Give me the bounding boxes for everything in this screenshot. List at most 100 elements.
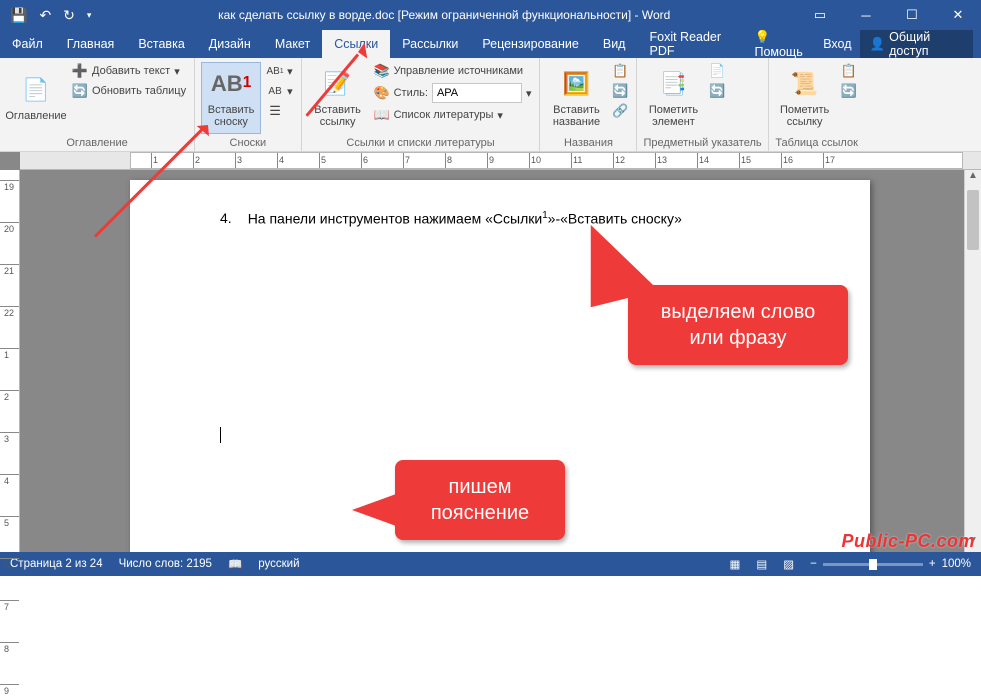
add-text-label: Добавить текст bbox=[92, 65, 170, 77]
footnote-icon: AB1 bbox=[215, 68, 247, 100]
tab-file[interactable]: Файл bbox=[0, 30, 55, 58]
spellcheck-icon[interactable]: 📖 bbox=[228, 557, 242, 571]
group-index: 📑 Пометить элемент 📄 🔄 Предметный указат… bbox=[637, 58, 768, 151]
tab-foxit[interactable]: Foxit Reader PDF bbox=[637, 30, 754, 58]
tof-icon: 📋 bbox=[612, 63, 628, 79]
group-index-label: Предметный указатель bbox=[643, 135, 761, 149]
mark-citation-button[interactable]: 📜 Пометить ссылку bbox=[775, 62, 835, 134]
page-status[interactable]: Страница 2 из 24 bbox=[10, 558, 103, 570]
tab-design[interactable]: Дизайн bbox=[197, 30, 263, 58]
close-icon[interactable]: ✕ bbox=[935, 0, 981, 30]
mark-entry-label: Пометить элемент bbox=[643, 104, 703, 128]
insert-toa-button[interactable]: 📋 bbox=[839, 62, 859, 80]
save-icon[interactable]: 💾 bbox=[10, 7, 27, 24]
manage-sources-button[interactable]: 📚Управление источниками bbox=[372, 62, 534, 80]
insert-citation-button[interactable]: 📝 Вставить ссылку bbox=[308, 62, 368, 134]
text-cursor bbox=[220, 427, 221, 443]
caption-icon: 🖼️ bbox=[560, 68, 592, 100]
vertical-ruler[interactable]: 19202122123456789 bbox=[0, 170, 20, 552]
share-button[interactable]: 👤 Общий доступ bbox=[860, 30, 973, 58]
next-footnote-button[interactable]: AB▾ bbox=[265, 82, 295, 100]
table-figures-button[interactable]: 📋 bbox=[610, 62, 630, 80]
citation-style-row: 🎨 Стиль: ▾ bbox=[372, 82, 534, 104]
group-captions: 🖼️ Вставить название 📋 🔄 🔗 Названия bbox=[540, 58, 637, 151]
crossref-button[interactable]: 🔗 bbox=[610, 102, 630, 120]
zoom-value[interactable]: 100% bbox=[942, 558, 971, 570]
group-toc-label: Оглавление bbox=[6, 135, 188, 149]
insert-endnote-button[interactable]: AB1▾ bbox=[265, 62, 295, 80]
insert-index-button[interactable]: 📄 bbox=[707, 62, 727, 80]
group-toc: 📄 Оглавление ➕Добавить текст ▾ 🔄Обновить… bbox=[0, 58, 195, 151]
window-title: как сделать ссылку в ворде.doc [Режим ог… bbox=[91, 8, 797, 22]
zoom-control[interactable]: − + 100% bbox=[810, 558, 971, 570]
tab-home[interactable]: Главная bbox=[55, 30, 127, 58]
toa-icon: 📋 bbox=[841, 63, 857, 79]
callout-line: пояснение bbox=[417, 500, 543, 526]
citation-icon: 📝 bbox=[322, 68, 354, 100]
update-icon: 🔄 bbox=[72, 83, 88, 99]
update-index-button[interactable]: 🔄 bbox=[707, 82, 727, 100]
list-number: 4. bbox=[220, 210, 232, 227]
status-bar: Страница 2 из 24 Число слов: 2195 📖 русс… bbox=[0, 552, 981, 576]
undo-icon[interactable]: ↶ bbox=[39, 7, 51, 24]
help-icon[interactable]: 💡 Помощь bbox=[754, 30, 815, 59]
biblio-label: Список литературы bbox=[394, 109, 494, 121]
tab-mailings[interactable]: Рассылки bbox=[390, 30, 470, 58]
view-print-icon[interactable]: ▦ bbox=[730, 557, 741, 571]
word-count[interactable]: Число слов: 2195 bbox=[119, 558, 212, 570]
zoom-out-icon[interactable]: − bbox=[810, 558, 817, 570]
annotation-callout: выделяем слово или фразу bbox=[628, 285, 848, 365]
group-citations: 📝 Вставить ссылку 📚Управление источникам… bbox=[302, 58, 541, 151]
callout-tail bbox=[352, 490, 407, 530]
group-footnotes-label: Сноски bbox=[201, 135, 295, 149]
tab-layout[interactable]: Макет bbox=[263, 30, 322, 58]
next-footnote-icon: AB bbox=[267, 83, 283, 99]
update-tof-button[interactable]: 🔄 bbox=[610, 82, 630, 100]
mark-citation-label: Пометить ссылку bbox=[775, 104, 835, 128]
bibliography-button[interactable]: 📖Список литературы ▾ bbox=[372, 106, 534, 124]
update-toa-button[interactable]: 🔄 bbox=[839, 82, 859, 100]
scroll-thumb[interactable] bbox=[967, 190, 979, 250]
insert-caption-label: Вставить название bbox=[546, 104, 606, 128]
language-status[interactable]: русский bbox=[258, 558, 299, 570]
toc-label: Оглавление bbox=[5, 110, 66, 122]
zoom-in-icon[interactable]: + bbox=[929, 558, 936, 570]
mark-entry-icon: 📑 bbox=[657, 68, 689, 100]
tab-review[interactable]: Рецензирование bbox=[470, 30, 591, 58]
add-text-button[interactable]: ➕Добавить текст ▾ bbox=[70, 62, 188, 80]
tab-insert[interactable]: Вставка bbox=[126, 30, 196, 58]
view-web-icon[interactable]: ▨ bbox=[783, 557, 794, 571]
update-toc-button[interactable]: 🔄Обновить таблицу bbox=[70, 82, 188, 100]
toc-button[interactable]: 📄 Оглавление bbox=[6, 62, 66, 134]
watermark: Public-PC.com bbox=[841, 531, 975, 552]
callout-line: выделяем слово bbox=[650, 299, 826, 325]
endnote-icon: AB1 bbox=[267, 63, 283, 79]
ribbon-options-icon[interactable]: ▭ bbox=[797, 0, 843, 30]
insert-caption-button[interactable]: 🖼️ Вставить название bbox=[546, 62, 606, 134]
crossref-icon: 🔗 bbox=[612, 103, 628, 119]
style-label: Стиль: bbox=[394, 87, 428, 99]
mark-citation-icon: 📜 bbox=[789, 68, 821, 100]
share-label: Общий доступ bbox=[889, 30, 963, 58]
tab-view[interactable]: Вид bbox=[591, 30, 638, 58]
signin-link[interactable]: Вход bbox=[823, 37, 851, 51]
style-select[interactable] bbox=[432, 83, 522, 103]
redo-icon[interactable]: ↻ bbox=[63, 7, 75, 24]
view-read-icon[interactable]: ▤ bbox=[756, 557, 767, 571]
add-text-icon: ➕ bbox=[72, 63, 88, 79]
person-icon: 👤 bbox=[870, 37, 886, 52]
zoom-slider[interactable] bbox=[823, 563, 923, 566]
maximize-icon[interactable]: ☐ bbox=[889, 0, 935, 30]
show-notes-icon: ☰ bbox=[267, 103, 283, 119]
update-toa-icon: 🔄 bbox=[841, 83, 857, 99]
scroll-up-icon[interactable]: ▲ bbox=[965, 170, 981, 187]
callout-line: или фразу bbox=[650, 325, 826, 351]
manage-label: Управление источниками bbox=[394, 65, 523, 77]
mark-entry-button[interactable]: 📑 Пометить элемент bbox=[643, 62, 703, 134]
group-footnotes: AB1 Вставить сноску AB1▾ AB▾ ☰ Сноски bbox=[195, 58, 302, 151]
minimize-icon[interactable]: ─ bbox=[843, 0, 889, 30]
ribbon-tabs: Файл Главная Вставка Дизайн Макет Ссылки… bbox=[0, 30, 981, 58]
vertical-scrollbar[interactable]: ▲ ▼ bbox=[964, 170, 981, 552]
ribbon: 📄 Оглавление ➕Добавить текст ▾ 🔄Обновить… bbox=[0, 58, 981, 152]
show-notes-button[interactable]: ☰ bbox=[265, 102, 295, 120]
